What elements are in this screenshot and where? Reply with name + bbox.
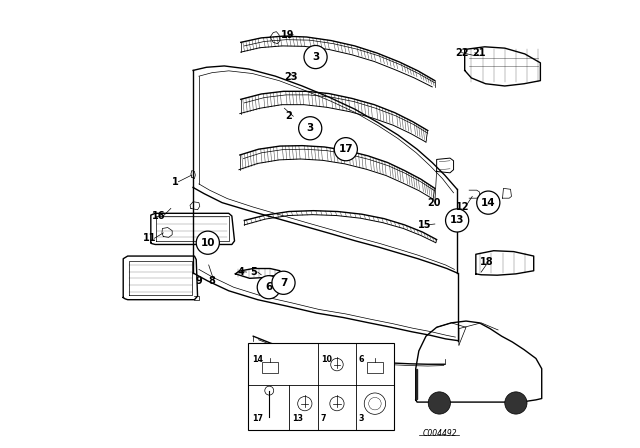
- Text: 21: 21: [472, 47, 486, 58]
- Text: 6: 6: [359, 355, 364, 364]
- Circle shape: [477, 191, 500, 214]
- Text: 18: 18: [480, 257, 494, 267]
- Text: 2: 2: [285, 111, 292, 121]
- Polygon shape: [416, 369, 417, 399]
- Bar: [262, 362, 278, 373]
- Text: 17: 17: [252, 414, 263, 423]
- Text: 1: 1: [172, 177, 179, 187]
- Circle shape: [272, 271, 295, 294]
- Text: 10: 10: [200, 238, 215, 248]
- Circle shape: [299, 116, 322, 140]
- Bar: [248, 343, 394, 430]
- Text: 7: 7: [280, 278, 287, 288]
- Text: C004492: C004492: [422, 429, 457, 438]
- Text: 11: 11: [143, 233, 157, 243]
- Text: 23: 23: [284, 72, 298, 82]
- Bar: [367, 362, 383, 373]
- Text: 17: 17: [339, 144, 353, 154]
- Circle shape: [334, 138, 357, 161]
- Text: 16: 16: [152, 211, 166, 221]
- Text: 15: 15: [418, 220, 431, 230]
- Text: 12: 12: [456, 202, 469, 212]
- Text: 10: 10: [321, 355, 332, 364]
- Text: 5: 5: [251, 267, 257, 277]
- Circle shape: [304, 45, 327, 69]
- Text: 19: 19: [281, 30, 294, 40]
- Text: 13: 13: [450, 215, 465, 225]
- Text: 3: 3: [359, 414, 364, 423]
- Circle shape: [428, 392, 451, 414]
- Circle shape: [445, 209, 468, 232]
- Circle shape: [257, 276, 280, 299]
- Text: 14: 14: [252, 355, 263, 364]
- Text: 9: 9: [196, 276, 202, 286]
- Text: 20: 20: [427, 198, 440, 207]
- Text: 3: 3: [307, 123, 314, 133]
- Text: 7: 7: [321, 414, 326, 423]
- Text: 6: 6: [265, 282, 273, 292]
- Text: 8: 8: [209, 276, 216, 286]
- Text: 4: 4: [237, 267, 244, 277]
- Text: 14: 14: [481, 198, 495, 207]
- Circle shape: [505, 392, 527, 414]
- Text: 22: 22: [455, 47, 468, 58]
- Circle shape: [196, 231, 220, 254]
- Text: 13: 13: [292, 414, 303, 423]
- Text: 3: 3: [312, 52, 319, 62]
